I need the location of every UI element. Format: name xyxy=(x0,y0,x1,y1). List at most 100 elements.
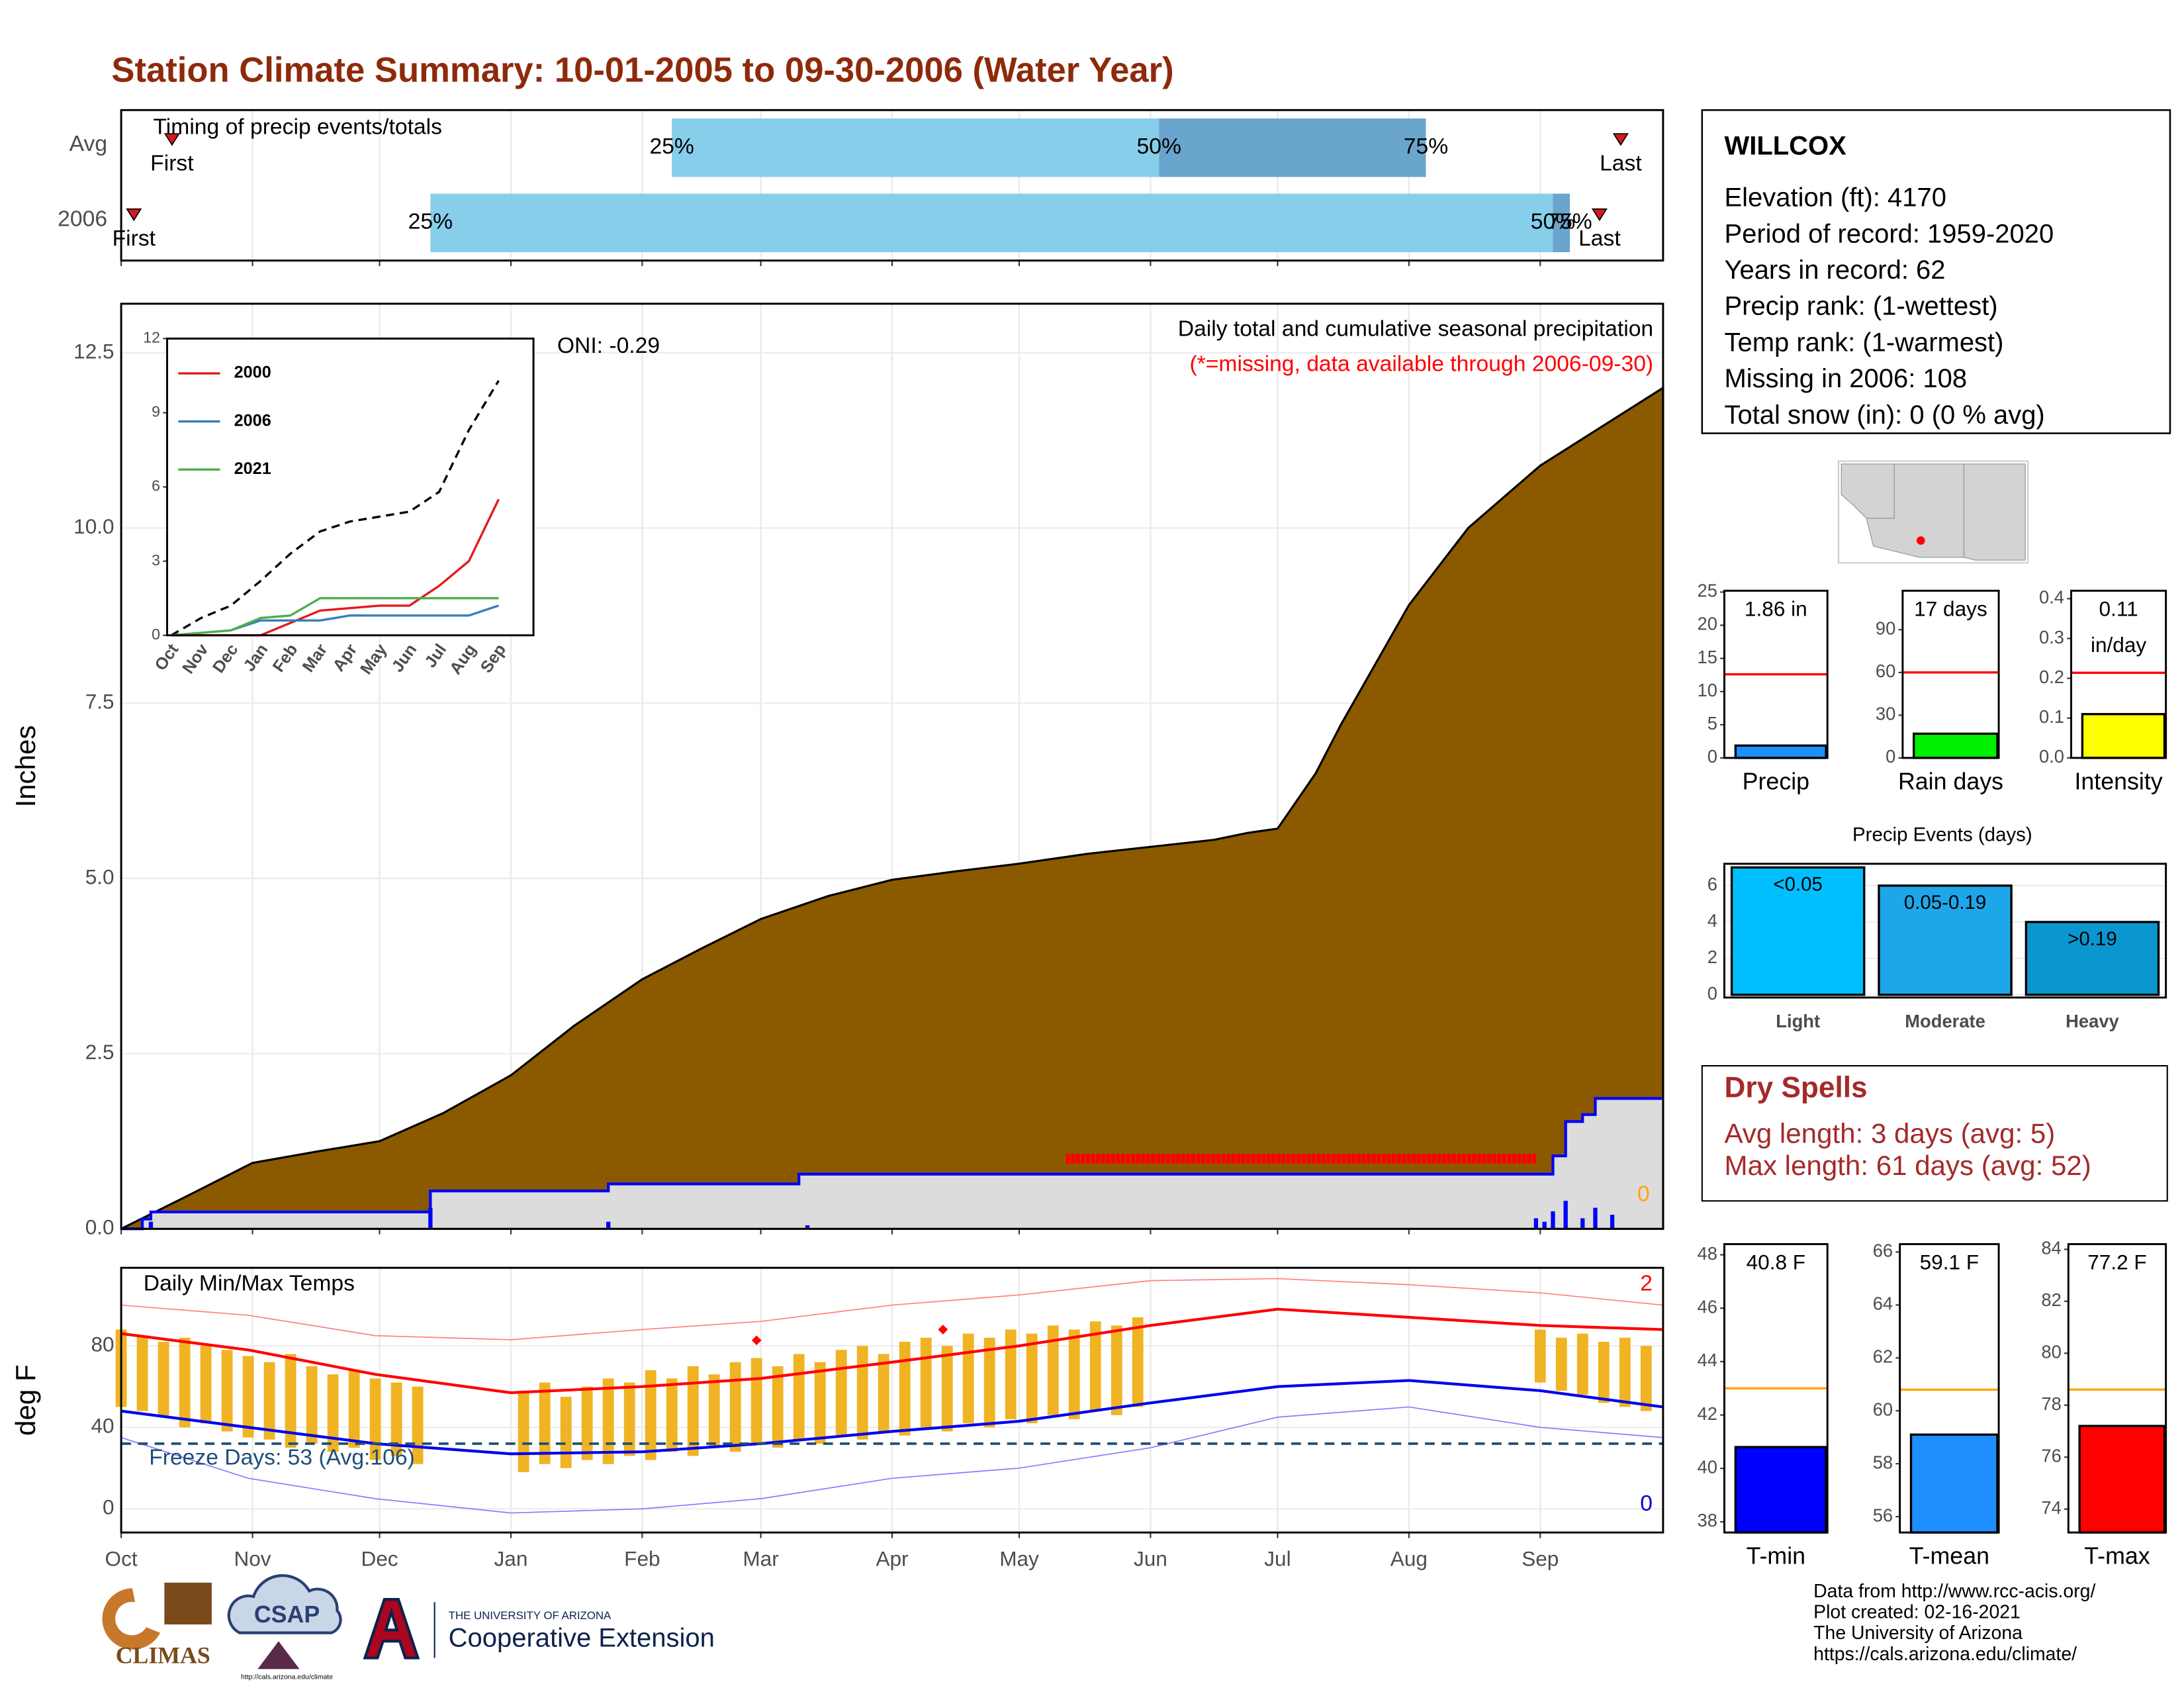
value-label-box: 1.86 in xyxy=(1744,597,1807,622)
daily-range xyxy=(179,1337,191,1428)
extension-name: Cooperative Extension xyxy=(449,1624,715,1653)
daily-range xyxy=(814,1362,826,1444)
daily-range xyxy=(200,1346,212,1424)
x-tick-label: Aug xyxy=(1390,1547,1428,1571)
x-tick-label: Rain days xyxy=(1898,768,2003,794)
y-tick-label: 0 xyxy=(1707,983,1717,1004)
station-name: WILLCOX xyxy=(1724,132,1846,161)
daily-range xyxy=(835,1350,847,1436)
quantile-label: 50% xyxy=(1531,210,1575,234)
y-tick-label: 0.4 xyxy=(2039,587,2064,608)
y-tick-label: 42 xyxy=(1698,1403,1717,1424)
value-label: 0.11 in/day xyxy=(2090,597,2147,658)
csap-logo: CSAP xyxy=(254,1601,320,1628)
x-tick-label: T-max xyxy=(2084,1542,2150,1569)
daily-range xyxy=(560,1397,572,1468)
daily-range xyxy=(518,1390,529,1472)
y-tick-label: 66 xyxy=(1873,1241,1893,1261)
legend-label: 2021 xyxy=(234,459,271,478)
bar xyxy=(1909,1433,1999,1534)
y-tick-label: 74 xyxy=(2041,1497,2061,1518)
quantile-bar xyxy=(430,193,1553,252)
y-tick-label: 76 xyxy=(2041,1445,2061,1466)
y-tick-label: 38 xyxy=(1698,1510,1717,1530)
x-tick-label: Light xyxy=(1776,1011,1820,1031)
y-tick-label: 9 xyxy=(152,403,160,420)
daily-range xyxy=(1089,1321,1101,1411)
plot-frame xyxy=(120,109,1664,262)
x-tick-label: Sep xyxy=(1522,1547,1559,1571)
x-tick-label: Oct xyxy=(105,1547,138,1571)
x-tick-label: Mar xyxy=(743,1547,778,1571)
y-tick-label: 2.5 xyxy=(85,1040,114,1064)
y-tick-label: 5.0 xyxy=(85,865,114,888)
csap-url: http://cals.arizona.edu/climate xyxy=(241,1673,333,1681)
value-label-box: 59.1 F xyxy=(1920,1251,1979,1275)
y-tick-label: 46 xyxy=(1698,1296,1717,1317)
inset-line xyxy=(171,597,499,637)
legend-label: 2006 xyxy=(234,411,271,430)
low-count: 0 xyxy=(1640,1491,1653,1516)
y-tick-label: 6 xyxy=(1707,874,1717,894)
quantile-label: 25% xyxy=(408,210,453,234)
plot-frame xyxy=(1723,589,1829,759)
x-tick-label: Jun xyxy=(1134,1547,1167,1571)
y-tick-label: 62 xyxy=(1873,1346,1893,1367)
daily-range xyxy=(581,1386,593,1460)
y-axis-label: Inches xyxy=(10,726,41,808)
value-label: <0.05 xyxy=(1773,874,1823,896)
value-label: 40.8 F xyxy=(1746,1250,1806,1275)
daily-range xyxy=(1047,1325,1059,1415)
value-label-box: 40.8 F xyxy=(1746,1250,1806,1275)
plot-frame xyxy=(1899,1243,2000,1534)
panel-title: Daily Min/Max Temps xyxy=(144,1271,355,1295)
oni-label: ONI: -0.29 xyxy=(557,334,660,358)
daily-range xyxy=(136,1335,148,1411)
y-tick-label: 90 xyxy=(1876,618,1895,639)
bar xyxy=(1734,1446,1827,1534)
bar xyxy=(1730,866,1866,996)
daily-range xyxy=(327,1374,339,1452)
x-tick-label: Jul xyxy=(1264,1547,1291,1571)
corner-label: 0 xyxy=(1637,1182,1650,1207)
daily-bar xyxy=(1563,1200,1568,1229)
plot-frame xyxy=(1723,863,2167,999)
y-tick-label: 7.5 xyxy=(85,690,114,714)
climas-logo: CLIMAS xyxy=(116,1642,210,1669)
y-tick-label: 5 xyxy=(1707,713,1717,733)
value-label: 1.86 in xyxy=(1744,597,1807,622)
dry-spell-line: Max length: 61 days (avg: 52) xyxy=(1724,1150,2091,1181)
y-tick-label: 40 xyxy=(1698,1456,1717,1477)
station-line: Years in record: 62 xyxy=(1724,256,1945,285)
daily-range xyxy=(1005,1329,1017,1419)
event-label: First xyxy=(113,226,156,251)
x-tick-label: Nov xyxy=(234,1547,271,1571)
y-tick-label: 0 xyxy=(152,626,160,643)
locator-map xyxy=(1838,460,2029,564)
plot-bg xyxy=(1902,590,1999,758)
quantile-label: 25% xyxy=(649,134,694,159)
daily-range xyxy=(962,1333,974,1424)
daily-range xyxy=(793,1354,805,1440)
temp-line xyxy=(120,1307,1663,1395)
y-axis-label: deg F xyxy=(10,1364,41,1436)
page-title: Station Climate Summary: 10-01-2005 to 0… xyxy=(111,50,1173,89)
daily-bar xyxy=(148,1221,154,1229)
y-tick-label: 4 xyxy=(1707,910,1717,931)
daily-bar xyxy=(428,1207,433,1229)
y-tick-label: 0 xyxy=(1886,746,1895,767)
event-label: First xyxy=(150,151,194,175)
daily-range xyxy=(263,1362,275,1440)
y-tick-label: 0.1 xyxy=(2039,706,2064,727)
daily-bar xyxy=(606,1221,611,1229)
quantile-bar xyxy=(1553,193,1570,252)
x-tick-label: Intensity xyxy=(2074,768,2162,794)
daily-range xyxy=(1111,1325,1122,1415)
x-tick-label: Moderate xyxy=(1905,1011,1985,1031)
quantile-bar xyxy=(672,118,1160,177)
y-tick-label: 12 xyxy=(143,329,160,346)
x-tick-label: Heavy xyxy=(2066,1011,2119,1031)
y-tick-label: 82 xyxy=(2041,1289,2061,1310)
y-tick-label: 12.5 xyxy=(73,339,114,363)
daily-range xyxy=(983,1337,995,1428)
